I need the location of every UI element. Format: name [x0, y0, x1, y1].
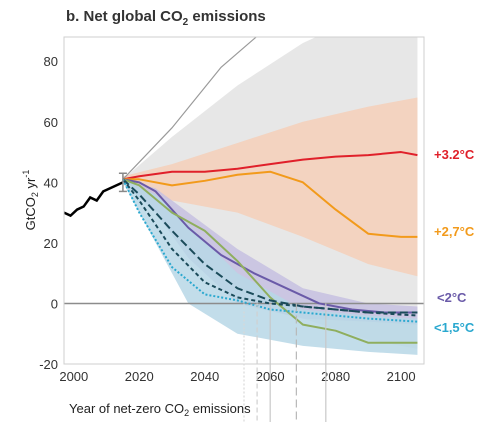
- y-tick-label: 0: [51, 296, 58, 311]
- scenario-labels: +3.2°C +2,7°C <2°C <1,5°C: [434, 147, 475, 335]
- y-tick-label: 80: [44, 54, 58, 69]
- y-tick-label: 40: [44, 175, 58, 190]
- x-tick-label: 2000: [59, 369, 88, 384]
- y-tick-label: 60: [44, 115, 58, 130]
- historical-line: [64, 181, 124, 218]
- series-line-7: [122, 178, 418, 323]
- y-axis-label: GtCO2 yr-1: [21, 170, 40, 231]
- label-below-1-5c: <1,5°C: [434, 320, 475, 335]
- series-line-4: [122, 178, 418, 344]
- x-tick-label: 2020: [125, 369, 154, 384]
- series-line-3: [122, 178, 418, 314]
- label-below-2c: <2°C: [437, 290, 467, 305]
- x-tick-label: 2080: [321, 369, 350, 384]
- y-axis-ticks: 80 60 40 20 0 -20: [39, 54, 58, 372]
- label-2-7c: +2,7°C: [434, 224, 475, 239]
- x-axis-label: Year of net-zero CO2 emissions: [69, 401, 251, 418]
- label-3-2c: +3.2°C: [434, 147, 475, 162]
- y-tick-label: -20: [39, 357, 58, 372]
- series-line-6: [122, 178, 418, 317]
- upper-envelope-line: [122, 37, 258, 180]
- x-tick-label: 2040: [190, 369, 219, 384]
- plot-area: [63, 36, 425, 365]
- plot-content: [64, 37, 424, 355]
- x-tick-label: 2100: [387, 369, 416, 384]
- chart-title: b. Net global CO2 emissions: [66, 8, 266, 28]
- series-line-1: [122, 151, 418, 181]
- y-tick-label: 20: [44, 236, 58, 251]
- x-axis-ticks: 2000 2020 2040 2060 2080 2100: [59, 369, 415, 384]
- series-line-2: [122, 170, 418, 238]
- range-band-2: [122, 97, 418, 277]
